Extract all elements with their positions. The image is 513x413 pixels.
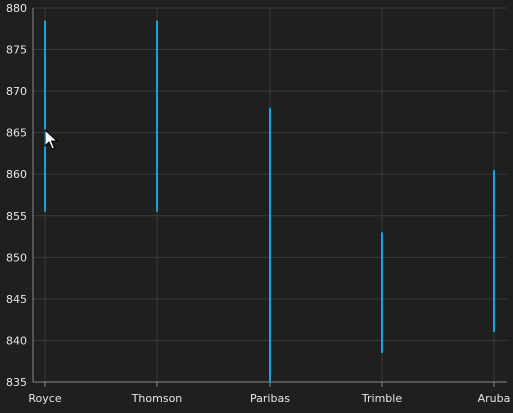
y-tick-label: 880 [6, 2, 27, 15]
y-tick-label: 860 [6, 168, 27, 181]
x-tick-label: Thomson [131, 392, 183, 405]
y-tick-label: 865 [6, 127, 27, 140]
y-tick-label: 850 [6, 251, 27, 264]
range-bars [44, 20, 495, 382]
y-tick-label: 870 [6, 85, 27, 98]
y-tick-label: 845 [6, 293, 27, 306]
tick-labels: 835 840 845 850 855 860 865 870 875 880 Royce Thoms… [6, 2, 510, 405]
y-tick-label: 875 [6, 44, 27, 57]
y-tick-label: 835 [6, 376, 27, 389]
y-tick-label: 840 [6, 334, 27, 347]
x-tick-label: Royce [28, 392, 61, 405]
y-tick-label: 855 [6, 210, 27, 223]
x-tick-label: Trimble [361, 392, 402, 405]
x-tick-label: Aruba [478, 392, 511, 405]
x-tick-label: Paribas [250, 392, 290, 405]
